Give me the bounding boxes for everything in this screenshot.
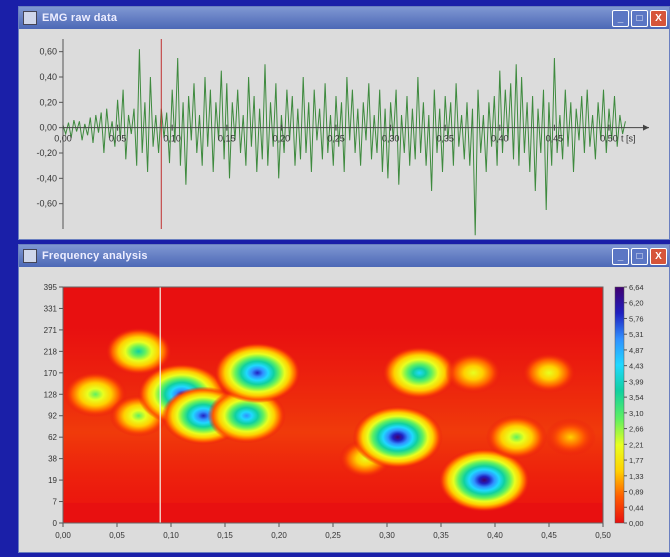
emg-raw-data-window: EMG raw data _ □ X 0,60 0,40 0,20 0,00 -0,20…: [18, 6, 670, 240]
colorbar-tick-label: 6,20: [629, 299, 644, 308]
x-tick-label: 0,40: [487, 531, 503, 540]
y-tick-label: 170: [44, 369, 58, 378]
minimize-button[interactable]: _: [612, 10, 629, 27]
y-tick-label: 128: [44, 390, 58, 399]
emg-plot-pane: 0,60 0,40 0,20 0,00 -0,20 -0,40 -0,60 0,00 0,05 0…: [19, 29, 669, 239]
colorbar: [614, 286, 625, 524]
x-tick-label: 0,25: [325, 531, 341, 540]
y-tick-label: 38: [48, 455, 57, 464]
heatmap-blob: [445, 352, 502, 394]
x-tick-label: 0,15: [217, 531, 233, 540]
colorbar-tick-label: 1,77: [629, 456, 644, 465]
heatmap-blob: [63, 371, 127, 417]
x-tick-label: 0,50: [595, 531, 611, 540]
heatmap-blob: [521, 352, 577, 393]
x-tick-label: 0,50: [600, 134, 618, 144]
colorbar-tick-label: 3,99: [629, 377, 644, 386]
colorbar-tick-label: 0,89: [629, 488, 644, 497]
x-tick-label: 0,30: [379, 531, 395, 540]
heatmap-blob: [438, 448, 531, 512]
x-tick-label: 0,05: [109, 531, 125, 540]
frequency-analysis-window: Frequency analysis _ □ X 395 331 271 218 170…: [18, 244, 670, 553]
heatmap-blob: [214, 342, 301, 404]
colorbar-tick-label: 2,21: [629, 440, 644, 449]
y-tick-label: 62: [48, 433, 57, 442]
colorbar-tick-label: 3,10: [629, 409, 644, 418]
heatmap-plot-area: [63, 287, 603, 523]
heatmap-blob: [352, 405, 443, 469]
y-tick-label: -0,20: [36, 148, 57, 158]
minimize-button[interactable]: _: [612, 248, 629, 265]
x-tick-label: 0,05: [109, 134, 127, 144]
x-tick-label: 0,10: [163, 531, 179, 540]
x-tick-label: 0,00: [55, 531, 71, 540]
y-tick-label: 92: [48, 412, 57, 421]
x-tick-label: 0,20: [271, 531, 287, 540]
heatmap-blob: [382, 346, 457, 400]
x-tick-label: 0,25: [327, 134, 345, 144]
y-tick-label: 0,20: [39, 97, 57, 107]
x-tick-label: 0,20: [273, 134, 291, 144]
y-tick-label: 7: [53, 498, 58, 507]
x-tick-label: 0,00: [54, 134, 72, 144]
y-tick-label: 0,60: [39, 47, 57, 57]
y-tick-label: -0,40: [36, 173, 57, 183]
x-tick-label: 0,45: [541, 531, 557, 540]
colorbar-tick-label: 4,43: [629, 362, 644, 371]
y-tick-label: 0,00: [39, 123, 57, 133]
window-title: EMG raw data: [42, 12, 118, 24]
window-title: Frequency analysis: [42, 250, 148, 262]
maximize-button[interactable]: □: [631, 248, 648, 265]
colorbar-tick-label: 5,76: [629, 314, 644, 323]
x-tick-label: 0,10: [163, 134, 181, 144]
emg-line-chart[interactable]: 0,60 0,40 0,20 0,00 -0,20 -0,40 -0,60 0,00 0,05 0…: [19, 29, 669, 239]
colorbar-tick-label: 4,87: [629, 346, 644, 355]
x-tick-label: 0,35: [433, 531, 449, 540]
x-axis-arrow: [643, 124, 649, 131]
close-button[interactable]: X: [650, 248, 667, 265]
colorbar-tick-label: 5,31: [629, 330, 644, 339]
colorbar-tick-label: 0,44: [629, 503, 644, 512]
colorbar-tick-label: 6,64: [629, 283, 644, 292]
colorbar-tick-label: 3,54: [629, 393, 644, 402]
y-tick-label: -0,60: [36, 199, 57, 209]
window-app-icon: [23, 249, 37, 263]
heatmap-blob: [545, 418, 597, 457]
colorbar-tick-label: 2,66: [629, 425, 644, 434]
window-app-icon: [23, 11, 37, 25]
x-tick-label: 0,30: [382, 134, 400, 144]
x-tick-label: 0,45: [546, 134, 564, 144]
frequency-heatmap[interactable]: 395 331 271 218 170 128 92 62 38 19 7 0 0,00 0,05 0,10…: [19, 267, 669, 552]
y-tick-label: 331: [44, 304, 58, 313]
x-tick-label: 0,15: [218, 134, 236, 144]
colorbar-tick-label: 0,00: [629, 519, 644, 528]
title-bar[interactable]: EMG raw data _ □ X: [19, 7, 669, 29]
y-tick-label: 395: [44, 283, 58, 292]
y-tick-label: 0,40: [39, 72, 57, 82]
heatmap-blob: [485, 415, 548, 460]
y-tick-label: 218: [44, 347, 58, 356]
frequency-plot-pane: 395 331 271 218 170 128 92 62 38 19 7 0 0,00 0,05 0,10…: [19, 267, 669, 552]
title-bar[interactable]: Frequency analysis _ □ X: [19, 245, 669, 267]
colorbar-tick-label: 1,33: [629, 472, 644, 481]
heatmap-blob: [105, 327, 172, 376]
y-tick-label: 0: [53, 519, 58, 528]
close-button[interactable]: X: [650, 10, 667, 27]
y-tick-label: 271: [44, 326, 58, 335]
x-tick-label: 0,35: [436, 134, 454, 144]
x-axis-label: t [s]: [621, 134, 636, 144]
maximize-button[interactable]: □: [631, 10, 648, 27]
x-tick-label: 0,40: [491, 134, 509, 144]
y-tick-label: 19: [48, 476, 57, 485]
